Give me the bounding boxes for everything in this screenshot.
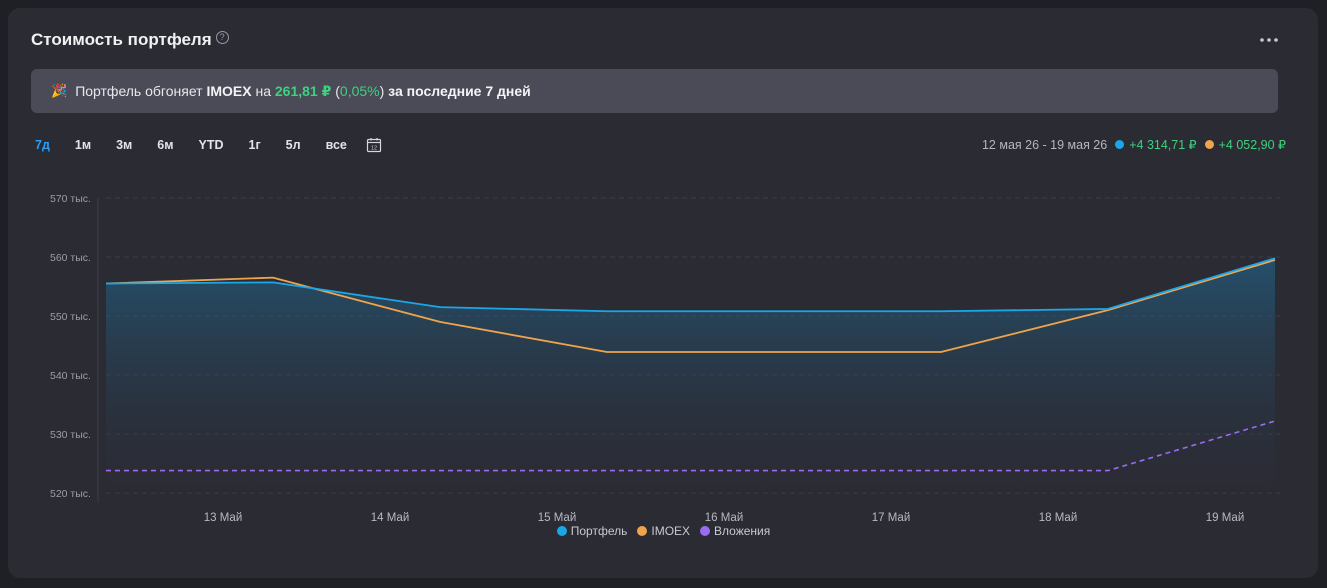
portfolio-area [106, 258, 1275, 493]
performance-banner: 🎉 Портфель обгоняет IMOEX на 261,81 ₽ (0… [31, 69, 1278, 113]
y-tick-label: 570 тыс. [50, 193, 91, 205]
card-title: Стоимость портфеля [31, 30, 212, 49]
imoex-change: +4 052,90 ₽ [1218, 138, 1286, 152]
y-tick-label: 560 тыс. [50, 252, 91, 264]
party-icon: 🎉 [51, 83, 68, 98]
x-tick-label: 13 Май [204, 512, 243, 524]
period-4[interactable]: YTD [198, 138, 224, 152]
date-range: 12 мая 26 - 19 мая 26 [981, 137, 1108, 152]
chart-series [105, 257, 1276, 493]
series-line-2 [106, 420, 1276, 472]
legend-label: IMOEX [651, 524, 691, 538]
series-line-1 [105, 259, 1276, 353]
y-axis: 570 тыс. 560 тыс. 550 тыс. 540 тыс. 530 тыс.… [50, 193, 91, 500]
legend-item-0[interactable]: Портфель [556, 524, 628, 538]
x-axis: 13 Май 14 Май 15 Май 16 Май 17 Май 18 Май 19 М… [204, 512, 1245, 524]
imoex-dot [1204, 140, 1214, 149]
y-tick-label: 540 тыс. [50, 370, 91, 382]
card-header: Стоимость портфеля ? [31, 30, 229, 50]
chart-legend: Портфель IMOEX Вложения [0, 524, 1327, 538]
legend-dot [637, 526, 648, 536]
banner-suffix: за последние 7 дней [388, 83, 531, 99]
x-tick-label: 15 Май [538, 512, 577, 524]
calendar-icon[interactable]: 12 [366, 137, 382, 153]
legend-dot [700, 526, 711, 536]
x-tick-label: 14 Май [371, 512, 410, 524]
x-tick-label: 18 Май [1039, 512, 1078, 524]
legend-dot [556, 526, 567, 536]
legend-item-2[interactable]: Вложения [700, 524, 770, 538]
period-1[interactable]: 1м [74, 138, 92, 152]
banner-percent: 0,05% [339, 83, 380, 99]
svg-text:12: 12 [371, 146, 377, 152]
banner-prefix: Портфель обгоняет [75, 83, 203, 99]
help-icon[interactable]: ? [215, 30, 229, 44]
y-tick-label: 530 тыс. [50, 429, 91, 441]
legend-label: Портфель [570, 524, 628, 538]
period-7[interactable]: все [325, 138, 347, 152]
period-5[interactable]: 1г [248, 138, 261, 152]
banner-mid: на [255, 83, 271, 99]
change-summary: 12 мая 26 - 19 мая 26 +4 314,71 ₽ +4 052… [981, 137, 1286, 153]
y-tick-label: 520 тыс. [50, 488, 91, 500]
legend-label: Вложения [714, 524, 771, 538]
y-tick-label: 550 тыс. [50, 311, 91, 323]
more-horizontal-icon[interactable] [1259, 34, 1279, 46]
series-line-0 [105, 257, 1276, 313]
x-tick-label: 17 Май [872, 512, 911, 524]
period-2[interactable]: 3м [116, 138, 133, 152]
portfolio-dot [1115, 140, 1125, 149]
portfolio-change: +4 314,71 ₽ [1129, 138, 1197, 152]
x-tick-label: 19 Май [1206, 512, 1245, 524]
legend-item-1[interactable]: IMOEX [637, 524, 690, 538]
banner-index: IMOEX [206, 83, 252, 99]
period-3[interactable]: 6м [157, 138, 174, 152]
period-6[interactable]: 5л [285, 138, 301, 152]
period-0[interactable]: 7д [35, 138, 50, 152]
period-selector: 7д 1м 3м 6м YTD 1г 5л все 12 [33, 137, 382, 153]
x-tick-label: 16 Май [705, 512, 744, 524]
banner-amount: 261,81 ₽ [274, 82, 332, 99]
